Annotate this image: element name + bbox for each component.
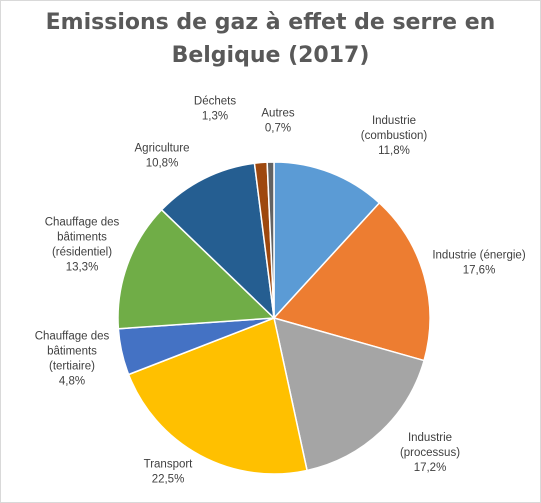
data-label-agriculture: Agriculture 10,8% <box>135 143 190 170</box>
pie-labels: Industrie (combustion) 11,8% Industrie (éne… <box>35 96 526 486</box>
data-label-chauffage-des-batiments-tertiaire: Chauffage des bâtiments (tertiaire) 4,8% <box>35 331 110 388</box>
pie-slice-industrie-energie <box>273 202 431 362</box>
data-label-industrie-energie: Industrie (énergie) 17,6% <box>432 250 525 277</box>
data-label-chauffage-des-batiments-residentiel: Chauffage des bâtiments (résidentiel) 13,3% <box>45 217 120 274</box>
pie-slice-autres <box>266 161 275 319</box>
pie-slices <box>117 161 431 475</box>
chart-title: Emissions de gaz à effet de serre en Bel… <box>0 6 541 72</box>
data-label-industrie-combustion: Industrie (combustion) 11,8% <box>361 115 428 157</box>
pie-slice-industrie-combustion <box>273 161 381 319</box>
pie-slice-chauffage-des-batiments-residentiel <box>117 209 275 330</box>
data-label-autres: Autres 0,7% <box>261 108 294 135</box>
data-label-industrie-processus: Industrie (processus) 17,2% <box>400 432 460 474</box>
chart-title-line-1: Emissions de gaz à effet de serre en <box>45 10 496 35</box>
pie-slice-agriculture <box>160 162 275 319</box>
data-label-dechets: Déchets 1,3% <box>194 96 236 123</box>
pie-slice-transport <box>127 317 308 475</box>
chart-title-line-2: Belgique (2017) <box>171 43 370 68</box>
pie-slice-industrie-processus <box>273 317 425 472</box>
data-label-transport: Transport 22,5% <box>144 459 194 486</box>
